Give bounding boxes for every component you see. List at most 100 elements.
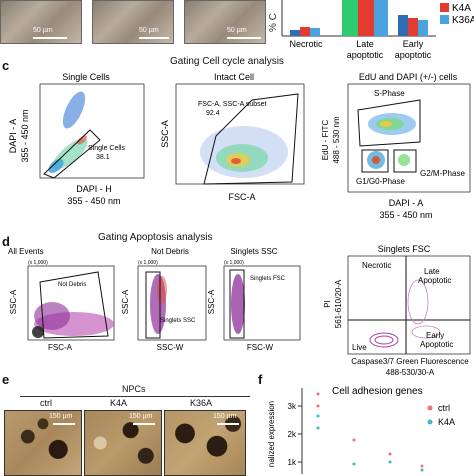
x-axis-label: FSC-A [229,192,256,202]
condition-label-k36a: K36A [190,398,213,408]
plot-not-debris: Not Debris (x 1,000) Singlets SSC SSC-A … [118,244,210,364]
micrograph-k4a: 50 µm [92,0,174,44]
singlets-ssc-scatter [231,274,245,334]
x-axis-label-nm: 355 - 450 nm [379,210,432,220]
scale-bar-label: 50 µm [139,27,159,34]
npc-image-k4a: 150 µm [84,410,162,476]
panel-letter-f: f [258,372,263,387]
panel-e-divider [20,396,250,397]
scale-bar-label: 150 µm [129,413,153,420]
singlets-fsc-gate [229,269,245,339]
legend-label-k4a: K4A [452,3,471,14]
category-label: apoptotic [347,50,384,60]
category-label: Early [403,39,424,49]
scale-bar-label: 50 µm [227,27,247,34]
npc-image-ctrl: 150 µm [4,410,82,476]
category-label: apoptotic [395,50,432,60]
gate-label: Singlets FSC [250,276,286,282]
singlets-ssc-gate [145,271,161,339]
single-cells-scatter [48,91,88,173]
category-label: Late [356,39,374,49]
plot-title: Singlets SSC [230,247,277,256]
scale-bar [53,423,75,425]
not-debris-gate [39,271,109,339]
panel-b-svg: % C Necrotic Late apoptotic Early apopto… [268,0,474,60]
plot-edu-dapi: EdU and DAPI (+/-) cells S-Phase G1/G0-P… [318,66,474,226]
scale-bar-label: 150 µm [213,413,237,420]
g2-phase-label: G2/M-Phase [420,169,465,178]
plot-cell-adhesion: Cell adhesion genes 3k 2k 1k nalized exp… [262,382,474,474]
x-axis-label: FSC-W [247,343,274,352]
plot-title: Intact Cell [214,72,254,82]
y-axis-label: PI [323,300,332,308]
legend-swatch-k36a [440,15,449,24]
scale-bar [139,37,169,39]
panel-b-ylabel: % C [268,13,279,32]
condition-label-k4a: K4A [110,398,128,408]
y-axis-label-nm: 488 - 530 nm [332,116,341,163]
edu-dapi-scatter [367,113,416,169]
panel-e-title: NPCs [122,384,146,394]
panel-b-chart: % C Necrotic Late apoptotic Early apopto… [262,0,474,62]
plot-intact-cell: Intact Cell FSC-A, SSC-A subset 92.4 SSC… [158,66,308,216]
gate-value: 38.1 [96,154,110,161]
legend-dot-k4a [427,419,433,425]
plot-single-cells: Single Cells Single Cells 38.1 DAPI - A … [0,66,150,216]
gate-label: FSC-A, SSC-A subset [198,101,267,108]
y-axis-label: nalized expression [267,401,276,467]
s-phase-gate [357,99,421,147]
x-axis-label: SSC-W [157,343,184,352]
bar-early-ctrl [398,15,408,36]
panel-d-title: Gating Apoptosis analysis [98,232,213,243]
edu-dapi-svg: EdU and DAPI (+/-) cells S-Phase G1/G0-P… [321,72,471,220]
bar-late-k4a [358,0,374,36]
bar-late-green [342,0,358,36]
y-tick-label: 3k [288,402,297,411]
plot-frame [137,265,207,341]
micrograph-k36a: 50 µm [184,0,266,44]
plot-frame [347,255,471,355]
condition-label-ctrl: ctrl [40,398,52,408]
all-events-svg: All Events (x 1,000) Not Debris SSC-A FS… [8,247,115,352]
plot-title: All Events [8,247,44,256]
g1-gate [361,149,389,173]
singlets-ssc-svg: Singlets SSC (x 1,000) Singlets FSC SSC-… [207,247,301,352]
bar-early-k36a [418,20,428,36]
quadrant-live: Live [352,343,367,352]
x-axis-label: DAPI - H [76,184,112,194]
plot-frame [175,83,305,185]
panel-letter-d: d [2,234,10,249]
category-label: Necrotic [289,39,323,49]
quadrant-necrotic: Necrotic [362,261,391,270]
plot-frame [39,83,145,179]
quadrant-early-2: Apoptotic [420,340,453,349]
npc-image-k36a: 150 µm [164,410,246,476]
micrograph-ctrl: 50 µm [0,0,82,44]
scale-bar-label: 150 µm [49,413,73,420]
bar-necrotic-ctrl [290,30,300,36]
plot-title: Single Cells [62,72,110,82]
scale-label: (x 1,000) [138,260,158,266]
y-axis-label: DAPI - A [8,119,18,154]
plot-frame [27,265,115,341]
bar-early-k4a [408,18,418,36]
not-debris-scatter [150,274,167,334]
cell-adhesion-points [316,392,424,472]
x-axis-label: Caspase3/7 Green Fluorescence [351,357,469,366]
scale-bar [227,37,261,39]
panel-letter-c: c [2,58,10,73]
cell-adhesion-svg: Cell adhesion genes 3k 2k 1k nalized exp… [267,386,455,474]
quadrant-early: Early [426,331,444,340]
scale-bar [217,423,239,425]
plot-singlets-ssc: Singlets SSC (x 1,000) Singlets FSC SSC-… [204,244,304,364]
x-axis-label: FSC-A [48,343,73,352]
plot-all-events: All Events (x 1,000) Not Debris SSC-A FS… [0,244,118,364]
x-axis-label-nm: 355 - 450 nm [67,196,120,206]
singlets-fsc-scatter [369,279,441,348]
all-events-scatter [32,302,114,338]
y-axis-label-nm: 561-610/20-A [334,279,343,328]
y-tick-label: 1k [288,458,297,467]
bar-necrotic-k4a [300,27,310,36]
panel-letter-e: e [2,372,10,387]
y-axis-label: SSC-A [160,120,170,148]
